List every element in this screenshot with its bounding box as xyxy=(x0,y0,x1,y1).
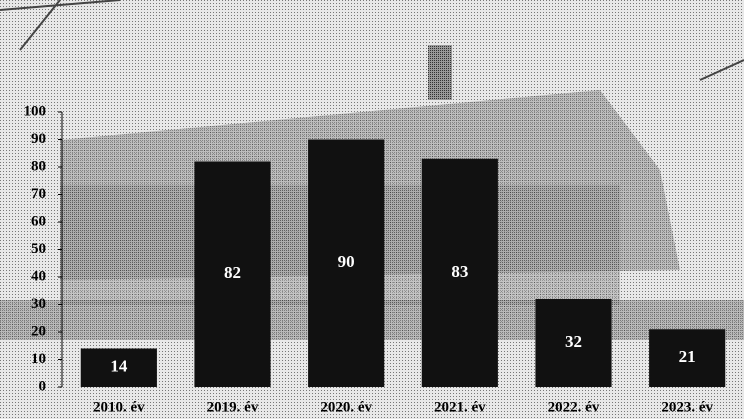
y-tick-label: 20 xyxy=(31,323,46,339)
value-label: 83 xyxy=(451,262,468,281)
y-tick-label: 60 xyxy=(31,213,46,229)
y-tick-label: 90 xyxy=(31,131,46,147)
bar xyxy=(80,348,157,387)
y-tick-label: 40 xyxy=(31,268,46,284)
x-tick-label: 2023. év xyxy=(661,399,713,415)
value-label: 82 xyxy=(224,263,241,282)
y-tick-label: 30 xyxy=(31,296,46,312)
x-tick-label: 2010. év xyxy=(93,399,145,415)
x-tick-label: 2022. év xyxy=(548,399,600,415)
value-label: 90 xyxy=(338,252,355,271)
y-tick-label: 100 xyxy=(24,103,47,119)
value-label: 21 xyxy=(679,347,696,366)
bar xyxy=(308,139,385,387)
y-tick-label: 10 xyxy=(31,351,46,367)
y-tick-label: 0 xyxy=(39,378,47,394)
bar xyxy=(421,158,498,387)
y-tick-label: 50 xyxy=(31,241,46,257)
value-label: 14 xyxy=(110,357,128,376)
value-label: 32 xyxy=(565,332,582,351)
bar xyxy=(649,329,726,387)
bar xyxy=(194,161,271,387)
y-tick-label: 80 xyxy=(31,158,46,174)
bar xyxy=(535,299,612,387)
x-tick-label: 2020. év xyxy=(320,399,372,415)
x-tick-label: 2019. év xyxy=(207,399,259,415)
y-tick-label: 70 xyxy=(31,186,46,202)
x-tick-label: 2021. év xyxy=(434,399,486,415)
